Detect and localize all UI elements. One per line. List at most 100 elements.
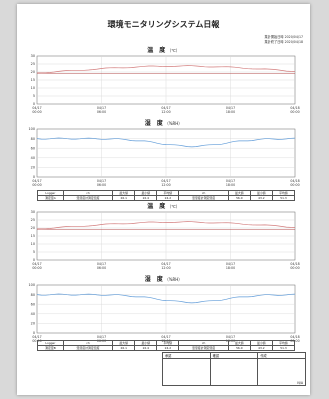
x-tick-date: 04/17 — [97, 179, 106, 183]
x-tick-time: 12:00 — [161, 266, 170, 270]
temperature-series-line — [36, 221, 296, 230]
approval-stamp-approve — [162, 358, 211, 386]
x-tick-time: 00:00 — [290, 110, 299, 114]
chart-3-unit: （℃） — [167, 204, 180, 209]
stats-cell: 51.3 — [271, 195, 296, 201]
x-tick-time: 06:00 — [97, 183, 106, 187]
chart-1-unit: （℃） — [167, 48, 180, 53]
y-tick-label: 20 — [31, 226, 35, 230]
y-tick-label: 10 — [31, 242, 35, 246]
stats-table-1-row: 測定室A 温湿度計測定温度 26.1 22.4 24.2 温湿度計測定湿度 56… — [37, 195, 296, 201]
chart-2-title-text: 湿 度 — [144, 120, 163, 127]
y-tick-label: 0 — [33, 175, 35, 179]
y-tick-label: 15 — [31, 78, 35, 82]
chart-1-title-text: 温 度 — [147, 47, 166, 54]
chart-2-humidity: 10080604020004/1700:0004/1706:0004/1712:… — [29, 127, 300, 187]
chart-3-title-text: 温 度 — [147, 203, 166, 210]
x-tick-date: 04/17 — [97, 106, 106, 110]
stats-cell: 温湿度計測定湿度 — [178, 345, 229, 351]
y-tick-label: 0 — [33, 258, 35, 262]
period-start: 集計開始日時 2020/04/17 — [264, 35, 303, 40]
stats-cell: 56.0 — [227, 345, 251, 351]
y-tick-label: 0 — [33, 102, 35, 106]
x-tick-date: 04/17 — [226, 335, 235, 339]
approval-stamp-create: N/A — [257, 358, 306, 386]
period-start-value: 2020/04/17 — [284, 35, 303, 39]
y-tick-label: 100 — [29, 127, 35, 131]
stats-cell: 26.1 — [112, 195, 136, 201]
x-tick-time: 00:00 — [32, 110, 41, 114]
stats-cell: 22.4 — [134, 195, 158, 201]
y-tick-label: 20 — [31, 70, 35, 74]
x-tick-time: 00:00 — [32, 183, 41, 187]
x-tick-time: 06:00 — [97, 266, 106, 270]
x-tick-date: 04/17 — [161, 179, 170, 183]
x-tick-date: 04/17 — [32, 106, 41, 110]
chart-2-title: 湿 度（%RH） — [17, 118, 310, 127]
chart-4-title-text: 湿 度 — [144, 276, 163, 283]
report-page: 環境モニタリングシステム日報 集計開始日時 2020/04/17 集計終了日時 … — [17, 4, 310, 395]
stats-cell: 22.4 — [134, 345, 158, 351]
stats-cell: 24.2 — [156, 345, 180, 351]
y-tick-label: 80 — [31, 293, 35, 297]
x-tick-time: 00:00 — [290, 339, 299, 343]
period-end-label: 集計終了日時 — [264, 39, 284, 44]
x-tick-date: 04/18 — [290, 335, 299, 339]
y-tick-label: 100 — [29, 283, 35, 287]
x-tick-date: 04/17 — [226, 106, 235, 110]
y-tick-label: 40 — [31, 156, 35, 160]
x-tick-time: 06:00 — [97, 110, 106, 114]
x-tick-date: 04/17 — [161, 106, 170, 110]
y-tick-label: 25 — [31, 62, 35, 66]
period-start-label: 集計開始日時 — [264, 35, 284, 39]
stats-cell: 測定室A — [37, 195, 64, 201]
stats-cell: 43.2 — [249, 195, 273, 201]
temperature-series-line — [36, 65, 296, 74]
x-tick-time: 00:00 — [32, 339, 41, 343]
x-tick-time: 12:00 — [161, 110, 170, 114]
x-tick-date: 04/18 — [290, 262, 299, 266]
stats-cell: 51.3 — [271, 345, 296, 351]
y-tick-label: 5 — [33, 250, 35, 254]
y-tick-label: 30 — [31, 210, 35, 214]
y-tick-label: 25 — [31, 218, 35, 222]
x-tick-time: 00:00 — [32, 266, 41, 270]
chart-3-title: 温 度（℃） — [17, 201, 310, 210]
chart-2-unit: （%RH） — [164, 121, 183, 126]
y-tick-label: 20 — [31, 166, 35, 170]
x-tick-date: 04/17 — [32, 335, 41, 339]
y-tick-label: 60 — [31, 146, 35, 150]
chart-4-unit: （%RH） — [164, 277, 183, 282]
approval-stamp-confirm — [209, 358, 259, 386]
period-end-value: 2020/04/18 — [284, 39, 303, 44]
stats-cell: 温湿度計測定温度 — [62, 195, 114, 201]
y-tick-label: 30 — [31, 54, 35, 58]
x-tick-date: 04/17 — [32, 262, 41, 266]
x-tick-time: 18:00 — [226, 110, 235, 114]
stats-table-2: Logger ch 最大値 最小値 平均値 ch 最大値 最小値 平均値 測定室… — [37, 340, 296, 351]
y-tick-label: 15 — [31, 234, 35, 238]
x-tick-date: 04/17 — [161, 335, 170, 339]
y-tick-label: 0 — [33, 331, 35, 335]
stats-cell: 26.1 — [112, 345, 136, 351]
stats-cell: 温湿度計測定湿度 — [178, 195, 229, 201]
stats-cell: 温湿度計測定温度 — [62, 345, 114, 351]
y-tick-label: 5 — [33, 94, 35, 98]
stats-cell: 56.0 — [227, 195, 251, 201]
x-tick-date: 04/17 — [97, 335, 106, 339]
approval-body-row: N/A — [162, 358, 306, 386]
chart-1-title: 温 度（℃） — [17, 45, 310, 54]
stats-cell: 測定室B — [37, 345, 64, 351]
x-tick-time: 12:00 — [161, 183, 170, 187]
humidity-series-line — [36, 293, 296, 304]
stats-cell: 43.2 — [249, 345, 273, 351]
x-tick-time: 18:00 — [226, 266, 235, 270]
y-tick-label: 80 — [31, 137, 35, 141]
approval-table: 承認 確認 作成 N/A — [162, 352, 306, 386]
report-title: 環境モニタリングシステム日報 — [107, 20, 220, 29]
y-tick-label: 20 — [31, 322, 35, 326]
x-tick-time: 00:00 — [290, 266, 299, 270]
x-tick-time: 18:00 — [226, 183, 235, 187]
x-tick-date: 04/17 — [161, 262, 170, 266]
report-period: 集計開始日時 2020/04/17 集計終了日時 2020/04/18 — [264, 35, 303, 44]
